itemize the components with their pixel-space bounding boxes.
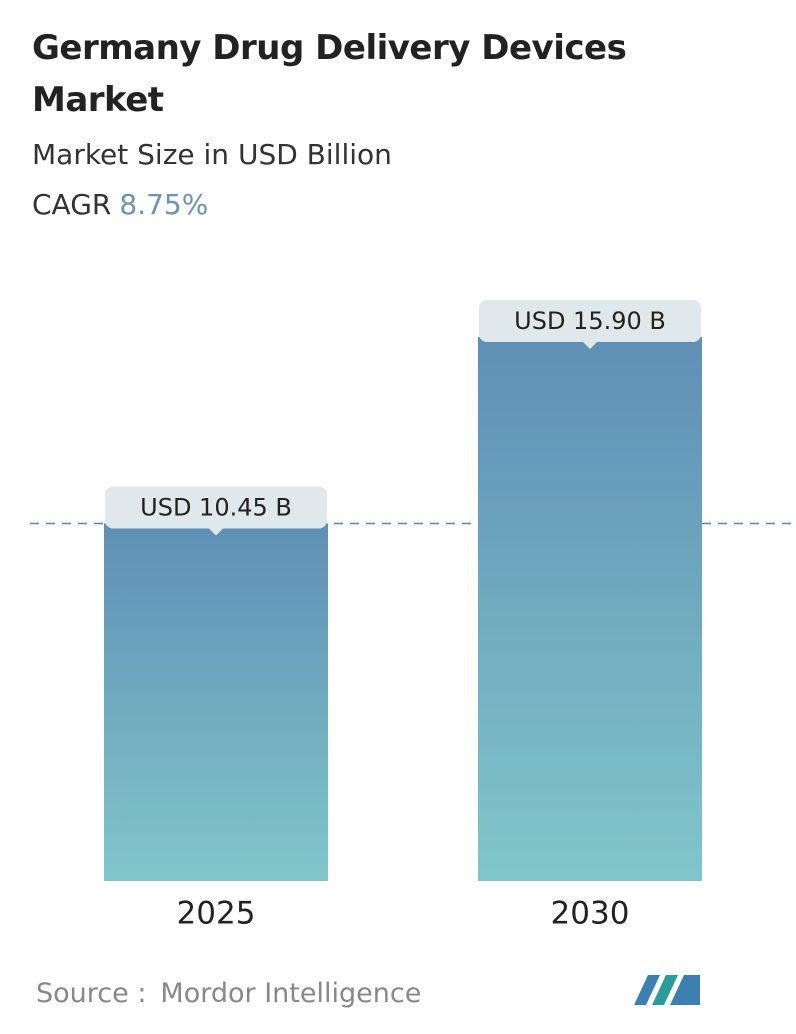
cagr-value: 8.75% xyxy=(119,188,209,221)
source-name: Mordor Intelligence xyxy=(160,978,422,1009)
source-label: Source : xyxy=(36,978,147,1009)
cagr-label: CAGR xyxy=(32,188,112,221)
value-label-pointer xyxy=(208,527,224,536)
x-tick-label: 2025 xyxy=(177,896,256,932)
logo xyxy=(634,975,700,1005)
x-tick-label: 2030 xyxy=(551,896,630,932)
bar xyxy=(478,337,702,881)
source: Source : Mordor Intelligence xyxy=(36,978,421,1009)
value-label-box xyxy=(105,486,327,529)
cagr: CAGR 8.75% xyxy=(32,188,208,221)
chart-subtitle: Market Size in USD Billion xyxy=(32,138,392,171)
value-label: USD 10.45 B xyxy=(140,493,292,521)
value-label-box xyxy=(479,300,701,342)
bar xyxy=(104,523,328,881)
value-label-pointer xyxy=(582,341,598,349)
chart-title: Germany Drug Delivery Devices Market xyxy=(32,28,627,120)
value-label: USD 15.90 B xyxy=(514,307,666,335)
